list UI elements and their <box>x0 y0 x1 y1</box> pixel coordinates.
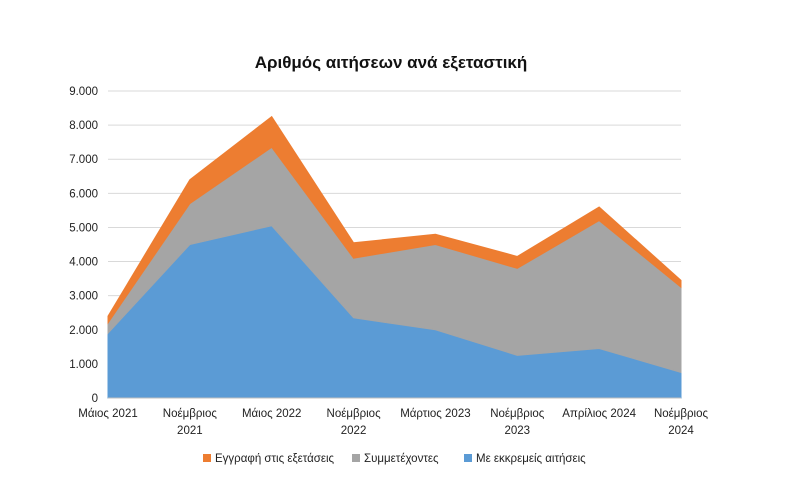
area-series-3 <box>107 115 682 325</box>
y-tick-label: 7.000 <box>69 154 98 166</box>
y-tick-label: 3.000 <box>69 291 98 303</box>
legend-label: Εγγραφή στις εξετάσεις <box>215 453 335 465</box>
legend-label: Συμμετέχοντες <box>364 453 439 465</box>
x-tick-label: Μάρτιος 2023 <box>400 408 470 420</box>
chart-title: Αριθμός αιτήσεων ανά εξεταστική <box>255 53 528 72</box>
x-tick-label: Νοέμβριος 2022 <box>327 408 382 437</box>
x-tick-label: Μάιος 2022 <box>242 408 302 420</box>
legend-swatch <box>464 454 472 462</box>
legend: Εγγραφή στις εξετάσεις Συμμετέχοντες Με εκ… <box>203 453 586 465</box>
x-tick-label: Μάιος 2021 <box>78 408 138 420</box>
x-tick-label: Νοέμβριος 2023 <box>490 408 545 437</box>
y-tick-label: 5.000 <box>69 222 98 234</box>
legend-label: Με εκκρεμείς αιτήσεις <box>476 453 586 465</box>
y-tick-label: 2.000 <box>69 325 98 337</box>
area-series <box>107 115 682 399</box>
legend-swatch <box>352 454 360 462</box>
legend-item: Με εκκρεμείς αιτήσεις <box>464 453 586 465</box>
y-tick-label: 6.000 <box>69 188 98 200</box>
y-tick-label: 9.000 <box>69 86 98 98</box>
y-tick-label: 0 <box>92 393 98 405</box>
axes: 0 1.000 2.000 3.000 4.000 5.000 6.000 7.000 8.00… <box>69 86 708 437</box>
y-tick-label: 8.000 <box>69 120 98 132</box>
x-tick-label: Νοέμβριος 2024 <box>654 408 709 437</box>
x-tick-label: Απρίλιος 2024 <box>562 408 636 420</box>
x-tick-label: Νοέμβριος 2021 <box>163 408 218 437</box>
y-tick-label: 1.000 <box>69 359 98 371</box>
legend-item: Συμμετέχοντες <box>352 453 439 465</box>
y-tick-label: 4.000 <box>69 257 98 269</box>
legend-swatch <box>203 454 211 462</box>
legend-item: Εγγραφή στις εξετάσεις <box>203 453 335 465</box>
